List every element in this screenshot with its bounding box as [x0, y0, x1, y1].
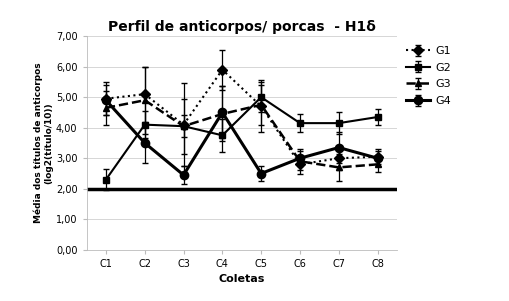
Title: Perfil de anticorpos/ porcas  - H1δ: Perfil de anticorpos/ porcas - H1δ	[108, 20, 376, 34]
X-axis label: Coletas: Coletas	[218, 275, 265, 284]
Legend: G1, G2, G3, G4: G1, G2, G3, G4	[406, 46, 451, 106]
Y-axis label: Média dos títulos de anticorpos
(log2(título/10)): Média dos títulos de anticorpos (log2(tí…	[33, 63, 53, 223]
